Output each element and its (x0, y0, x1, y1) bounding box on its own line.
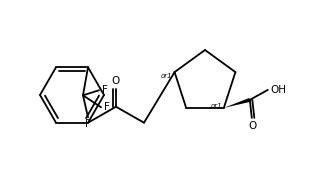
Text: or1: or1 (161, 73, 173, 79)
Text: F: F (85, 119, 91, 129)
Text: OH: OH (271, 85, 287, 95)
Text: O: O (249, 121, 257, 131)
Text: F: F (102, 85, 108, 95)
Text: or1: or1 (210, 103, 222, 109)
Text: O: O (112, 76, 120, 86)
Polygon shape (224, 98, 251, 108)
Text: F: F (104, 102, 110, 112)
